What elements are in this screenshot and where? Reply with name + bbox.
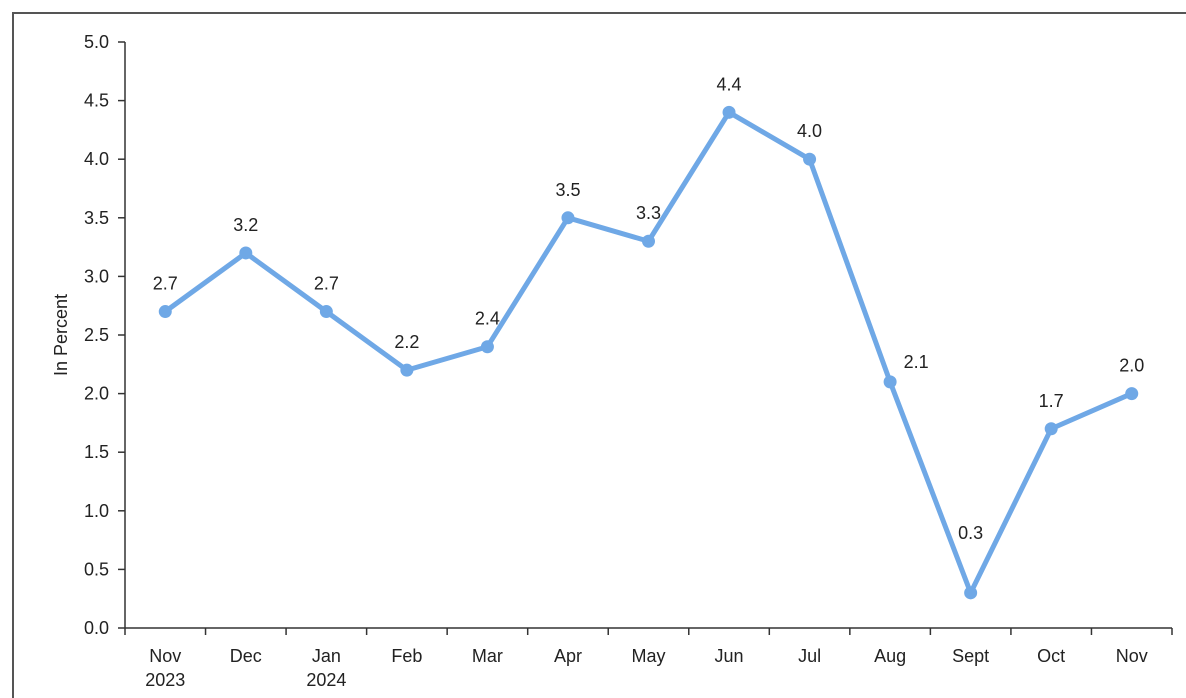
data-label: 2.1	[904, 352, 929, 372]
x-tick-label: Nov	[149, 646, 181, 666]
x-tick-label: Nov	[1116, 646, 1148, 666]
data-label: 4.4	[717, 74, 742, 94]
y-tick-label: 3.0	[84, 266, 109, 286]
x-axis: Nov 2023 Dec Jan 2024 Feb Mar Apr May Jun Jul Aug Se…	[124, 627, 1173, 690]
x-tick-label: Mar	[472, 646, 503, 666]
data-point	[722, 105, 736, 119]
y-tick-label: 4.0	[84, 149, 109, 169]
y-tick-label: 1.0	[84, 501, 109, 521]
y-tick-label: 4.5	[84, 91, 109, 111]
data-point	[803, 152, 817, 166]
chart-frame	[12, 12, 1186, 698]
y-tick-label: 0.0	[84, 618, 109, 638]
data-point	[319, 305, 333, 319]
y-tick-label: 3.5	[84, 208, 109, 228]
data-label: 2.7	[153, 274, 178, 294]
y-axis-title: In Percent	[51, 294, 71, 376]
data-label: 2.4	[475, 309, 500, 329]
data-point	[1044, 422, 1058, 436]
data-label: 3.5	[555, 180, 580, 200]
x-tick-label: May	[631, 646, 665, 666]
x-tick-label: Dec	[230, 646, 262, 666]
y-tick-label: 5.0	[84, 32, 109, 52]
y-axis: 0.0 0.5 1.0 1.5 2.0 2.5 3.0 3.5 4.0 4.5 5.0	[84, 32, 126, 638]
x-tick-label: Oct	[1037, 646, 1065, 666]
data-point	[561, 211, 575, 225]
data-label: 2.2	[394, 332, 419, 352]
x-tick-label: 2024	[306, 670, 346, 690]
data-label: 4.0	[797, 121, 822, 141]
x-tick-label: Aug	[874, 646, 906, 666]
data-point	[239, 246, 253, 260]
data-label: 0.3	[958, 523, 983, 543]
data-point	[642, 234, 655, 248]
series-line	[162, 109, 1135, 596]
data-point	[1125, 387, 1139, 401]
y-tick-label: 2.0	[84, 384, 109, 404]
data-point	[883, 375, 897, 389]
x-tick-label: Jul	[798, 646, 821, 666]
x-tick-label: Sept	[952, 646, 989, 666]
data-label: 2.7	[314, 274, 339, 294]
x-tick-label: 2023	[145, 670, 185, 690]
data-point	[480, 340, 494, 354]
data-point	[400, 363, 414, 377]
x-tick-label: Jun	[715, 646, 744, 666]
data-label: 1.7	[1039, 391, 1064, 411]
x-tick-label: Jan	[312, 646, 341, 666]
x-tick-label: Apr	[554, 646, 582, 666]
data-label: 2.0	[1119, 356, 1144, 376]
y-tick-label: 2.5	[84, 325, 109, 345]
data-label: 3.3	[636, 203, 661, 223]
data-point	[158, 305, 172, 319]
y-tick-label: 0.5	[84, 559, 109, 579]
series-group: 2.7 3.2 2.7 2.2 2.4 3.5 3.3 4.4 4.0 2.1 0.3 1.7 2.0	[153, 74, 1144, 600]
data-label: 3.2	[233, 215, 258, 235]
y-tick-label: 1.5	[84, 442, 109, 462]
data-point	[964, 586, 978, 600]
x-tick-label: Feb	[391, 646, 422, 666]
